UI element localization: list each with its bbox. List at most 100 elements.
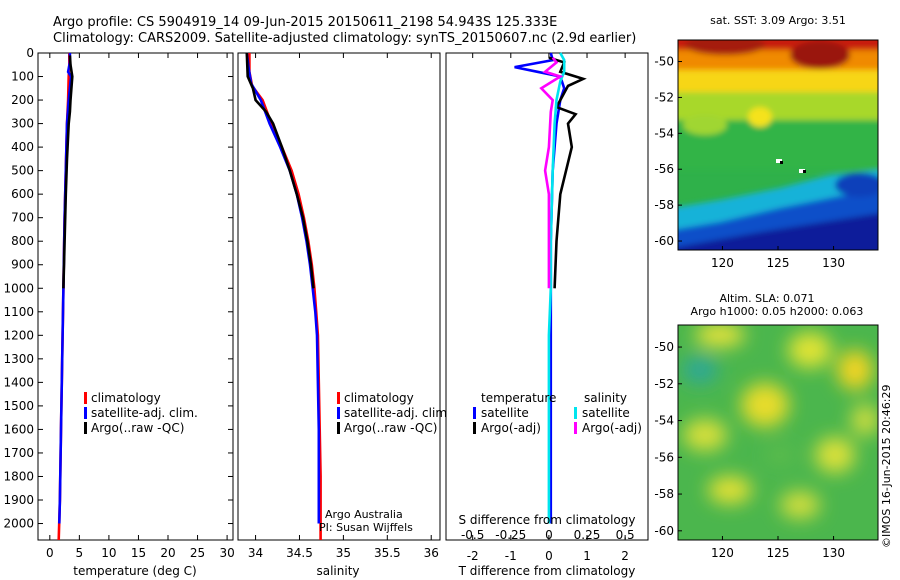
legend-swatch [337,392,340,404]
sla-map-title-line1: Altim. SLA: 0.071 [719,292,814,305]
temperature-x-ticks: 0 5 10 15 20 25 30 [46,53,235,560]
y-tick-label: 1200 [3,328,34,342]
y-tick-label: 1300 [3,352,34,366]
legend-group-title: temperature [481,391,556,405]
salinity-axis-label: salinity [316,564,359,578]
y-tick-label: 500 [11,164,34,178]
x-tick-label: 30 [219,546,234,560]
sla-map-panel: Altim. SLA: 0.071 Argo h1000: 0.05 h2000… [654,292,879,560]
legend-label: Argo(..raw -QC) [344,421,437,435]
map-x-tick-label: 120 [711,546,734,560]
t-difference-x-ticks: -2 -1 0 1 2 [467,53,629,563]
map-y-tick-label: -58 [654,487,674,501]
map-y-tick-label: -54 [654,414,674,428]
x-tick-label: 35 [336,546,351,560]
legend-swatch [84,422,87,434]
sst-map-ticks: 120 125 130 -50 -52 -54 -56 -58 -60 [654,55,845,270]
map-y-tick-label: -56 [654,162,674,176]
legend-label: Argo(-adj) [582,421,642,435]
map-y-tick-label: -60 [654,234,674,248]
x-tick-label: 1 [583,549,591,563]
legend-label: satellite [481,406,529,420]
y-tick-label: 1400 [3,375,34,389]
difference-legend: temperaturesatelliteArgo(-adj)salinitysa… [473,391,642,435]
map-x-tick-label: 125 [767,256,790,270]
s-tick-label: 0.25 [574,528,601,542]
legend-swatch [574,407,577,419]
map-y-tick-label: -52 [654,90,674,104]
map-y-tick-label: -54 [654,126,674,140]
sst-map-panel: sat. SST: 3.09 Argo: 3.51 [654,14,879,270]
y-tick-label: 1500 [3,399,34,413]
sla-map-title-line2: Argo h1000: 0.05 h2000: 0.063 [691,305,864,318]
x-tick-label: -1 [505,549,517,563]
legend-swatch [473,422,476,434]
s-difference-ticks: -0.5 -0.25 0 0.25 0.5 [461,528,635,542]
y-tick-label: 900 [11,258,34,272]
s-tick-label: 0.5 [616,528,635,542]
sst-map-title: sat. SST: 3.09 Argo: 3.51 [710,14,846,27]
y-tick-label: 100 [11,70,34,84]
legend-group-title: salinity [584,391,627,405]
sst-color-field [678,40,878,250]
map-x-tick-label: 120 [711,256,734,270]
s-tick-label: -0.5 [461,528,484,542]
difference-profile-lines [514,52,587,524]
map-y-tick-label: -50 [654,340,674,354]
y-tick-label: 1100 [3,305,34,319]
t-difference-axis-label: T difference from climatology [458,564,636,578]
difference-panel: -2 -1 0 1 2 -0.5 -0.25 0 0.25 0.5 S difference f… [445,52,649,578]
temperature-profile-lines [57,53,74,541]
y-tick-label: 0 [26,46,34,60]
salinity-x-ticks: 34 34.5 35 35.5 36 [248,53,439,560]
legend-label: satellite [582,406,630,420]
pi-name-label: PI: Susan Wijffels [319,521,413,534]
s-tick-label: 0 [545,528,553,542]
y-tick-label: 700 [11,211,34,225]
salinity-profile-lines [245,52,322,540]
x-tick-label: 34 [248,546,263,560]
y-tick-label: 1000 [3,281,34,295]
x-tick-label: 36 [424,546,439,560]
x-tick-label: 5 [76,546,84,560]
series-line-argo-raw-qc- [245,52,315,289]
figure-title-line2: Climatology: CARS2009. Satellite-adjuste… [53,31,636,46]
x-tick-label: 0 [545,549,553,563]
legend-label: satellite-adj. clim. [344,406,451,420]
y-tick-label: 300 [11,117,34,131]
legend-swatch [574,422,577,434]
series-line-salinity-satellite [547,52,566,524]
sst-heatmap [678,40,878,250]
legend-swatch [84,392,87,404]
legend-swatch [473,407,476,419]
legend-label: Argo(..raw -QC) [91,421,184,435]
y-tick-label: 200 [11,93,34,107]
map-y-tick-label: -52 [654,377,674,391]
sla-color-field [682,325,878,519]
y-tick-label: 1600 [3,422,34,436]
figure-title-line1: Argo profile: CS 5904919_14 09-Jun-2015 … [53,15,557,30]
salinity-axes-frame [237,52,441,541]
legend-label: climatology [344,391,414,405]
y-tick-label: 800 [11,234,34,248]
difference-axes-frame [445,52,649,541]
argo-australia-label: Argo Australia [325,508,403,521]
y-tick-label: 1900 [3,493,34,507]
x-tick-label: 20 [160,546,175,560]
map-y-tick-label: -58 [654,198,674,212]
x-tick-label: -2 [467,549,479,563]
x-tick-label: 25 [190,546,205,560]
s-tick-label: -0.25 [495,528,526,542]
salinity-panel: 34 34.5 35 35.5 36 salinity climatologysatel… [237,52,451,578]
y-tick-label: 400 [11,140,34,154]
argo-location-marker [776,159,782,163]
map-x-tick-label: 125 [767,546,790,560]
series-line-argo-raw-qc- [62,55,74,289]
x-tick-label: 0 [46,546,54,560]
y-tick-label: 600 [11,187,34,201]
legend-label: Argo(-adj) [481,421,541,435]
x-tick-label: 10 [101,546,116,560]
legend-label: satellite-adj. clim. [91,406,198,420]
series-line-salinity-argo-adj- [539,56,564,289]
